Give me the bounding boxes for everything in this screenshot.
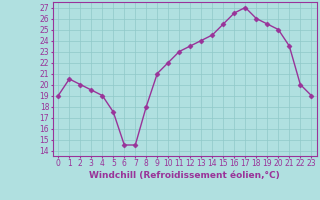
X-axis label: Windchill (Refroidissement éolien,°C): Windchill (Refroidissement éolien,°C) <box>89 171 280 180</box>
